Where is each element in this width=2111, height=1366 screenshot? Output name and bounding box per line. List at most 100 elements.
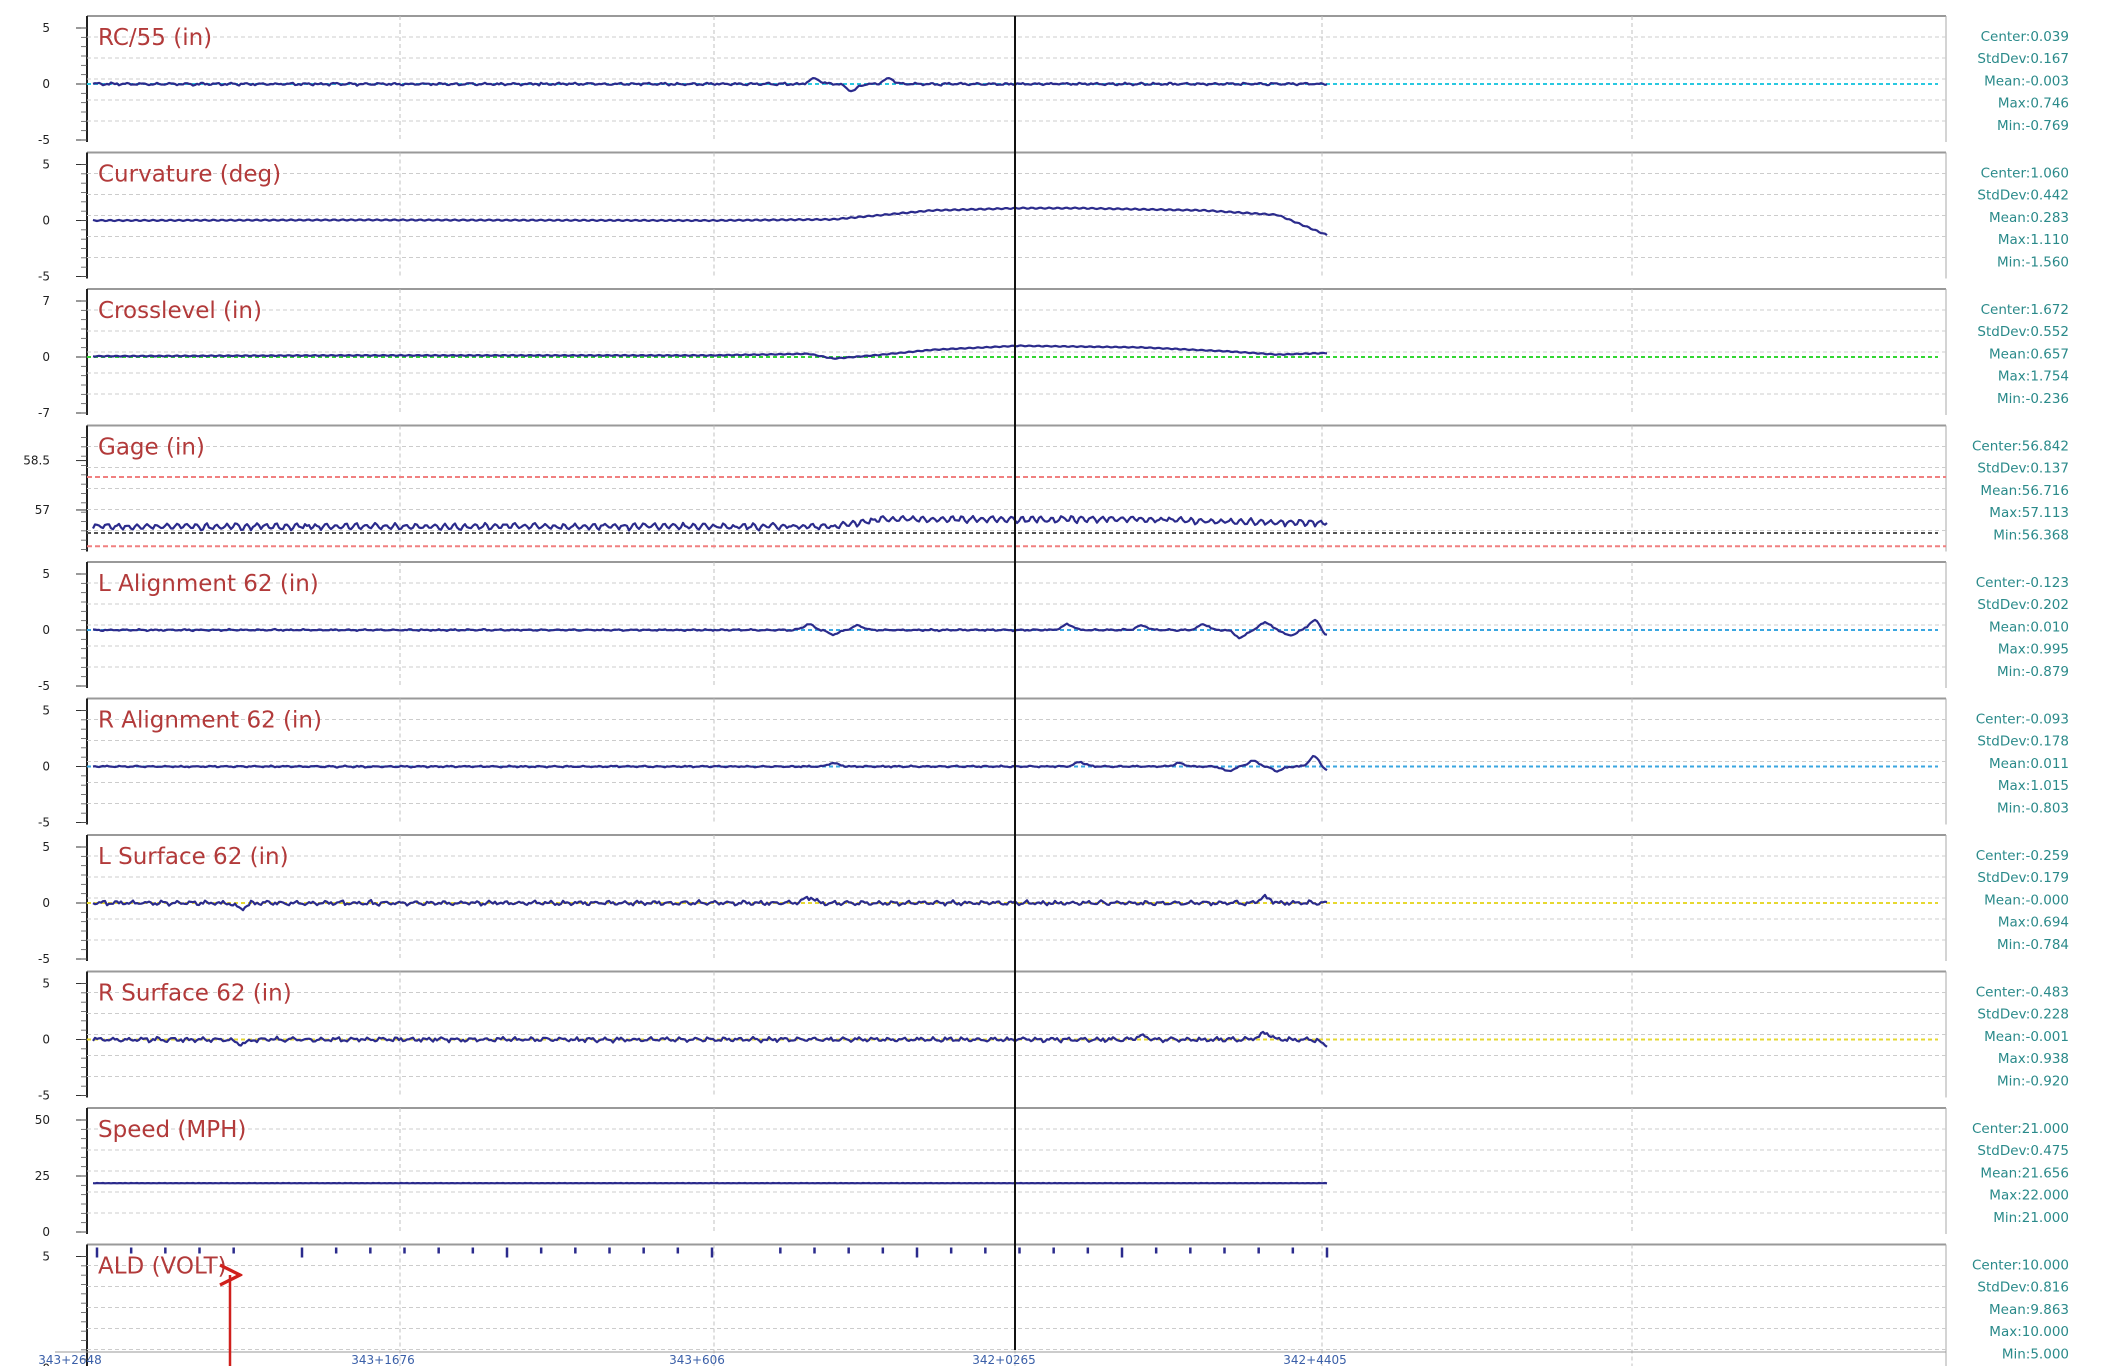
y-tick-label: 58.5 — [23, 454, 50, 468]
panel-5: 5 0 -5 L Alignment 62 (in) Center:-0.123 StdD… — [38, 561, 2069, 693]
signal-trace — [92, 77, 1328, 93]
y-tick-label: 5 — [42, 21, 50, 35]
signal-trace — [92, 344, 1328, 360]
panel-4: 58.5 57 Gage (in) Center:56.842 StdDev:0.137… — [23, 424, 2069, 552]
y-tick-label: 7 — [42, 294, 50, 308]
y-tick-label: 25 — [35, 1169, 50, 1183]
stat-stddev: StdDev:0.228 — [1977, 1007, 2069, 1023]
y-tick-label: 0 — [42, 77, 50, 91]
stat-min: Min:-0.769 — [1997, 118, 2069, 134]
panel-1: 5 0 -5 RC/55 (in) Center:0.039 StdDev:0.167 Me… — [38, 15, 2069, 147]
panel-3: 7 0 -7 Crosslevel (in) Center:1.672 StdDev:0.… — [38, 288, 2069, 420]
panel-title: RC/55 (in) — [98, 25, 212, 51]
y-tick-label: 0 — [42, 350, 50, 364]
stat-max: Max:0.938 — [1998, 1051, 2069, 1067]
stat-min: Min:-0.879 — [1997, 664, 2069, 680]
stat-stddev: StdDev:0.475 — [1977, 1143, 2069, 1159]
signal-trace — [92, 754, 1328, 773]
x-tick-label: 342+4405 — [1283, 1353, 1347, 1366]
stat-stddev: StdDev:0.552 — [1977, 324, 2069, 340]
panel-6: 5 0 -5 R Alignment 62 (in) Center:-0.093 StdD… — [38, 697, 2069, 830]
stat-center: Center:10.000 — [1972, 1258, 2069, 1274]
panel-title: R Surface 62 (in) — [98, 981, 292, 1007]
stat-mean: Mean:9.863 — [1989, 1302, 2069, 1318]
signal-trace — [92, 893, 1328, 912]
stat-min: Min:21.000 — [1993, 1210, 2069, 1226]
signal-trace — [92, 618, 1328, 640]
y-tick-label: 5 — [42, 1250, 50, 1264]
overlay: 343+2648 343+1676 343+606 342+0265 342+4405 — [38, 16, 1946, 1366]
stat-min: Min:-0.236 — [1997, 391, 2069, 407]
stat-stddev: StdDev:0.137 — [1977, 461, 2069, 477]
panels: 50-5RC/55 (in) Center:0.039StdDev:0.167Me… — [23, 15, 2069, 1366]
panel-10: 5 0 ALD (VOLT) Center:10.000 StdDev:0.816 Mea… — [42, 1243, 2069, 1366]
stat-max: Max:1.110 — [1998, 232, 2069, 248]
y-tick-label: 5 — [42, 840, 50, 854]
stat-center: Center:-0.123 — [1976, 575, 2069, 591]
stat-max: Max:22.000 — [1989, 1188, 2069, 1204]
stat-stddev: StdDev:0.816 — [1977, 1280, 2069, 1296]
x-tick-label: 343+2648 — [38, 1353, 102, 1366]
stat-center: Center:56.842 — [1972, 439, 2069, 455]
stat-mean: Mean:0.283 — [1989, 210, 2069, 226]
panel-9: 50 25 0 Speed (MPH) Center:21.000 StdDev:0.47… — [35, 1107, 2069, 1239]
stat-mean: Mean:-0.000 — [1984, 892, 2069, 908]
x-tick-label: 342+0265 — [972, 1353, 1036, 1366]
stat-stddev: StdDev:0.202 — [1977, 597, 2069, 613]
stat-center: Center:0.039 — [1981, 29, 2069, 45]
panel-title: Crosslevel (in) — [98, 298, 262, 324]
stat-min: Min:-0.784 — [1997, 937, 2069, 953]
y-tick-label: -7 — [38, 406, 50, 420]
y-tick-label: -5 — [38, 1089, 50, 1103]
stat-max: Max:0.694 — [1998, 915, 2069, 931]
y-tick-label: 50 — [35, 1113, 50, 1127]
panel-title: R Alignment 62 (in) — [98, 708, 322, 734]
stat-stddev: StdDev:0.167 — [1977, 51, 2069, 67]
y-tick-label: 0 — [42, 1033, 50, 1047]
panel-8: 5 0 -5 R Surface 62 (in) Center:-0.483 StdDev… — [38, 970, 2069, 1103]
stat-max: Max:1.015 — [1998, 778, 2069, 794]
y-tick-label: 5 — [42, 158, 50, 172]
stat-mean: Mean:-0.001 — [1984, 1029, 2069, 1045]
stat-center: Center:1.672 — [1981, 302, 2069, 318]
y-tick-label: -5 — [38, 679, 50, 693]
panel-7: 5 0 -5 L Surface 62 (in) Center:-0.259 StdDev… — [38, 834, 2069, 966]
y-tick-label: 5 — [42, 977, 50, 991]
stat-mean: Mean:21.656 — [1980, 1165, 2069, 1181]
y-tick-label: -5 — [38, 816, 50, 830]
y-tick-label: 5 — [42, 704, 50, 718]
y-tick-label: 0 — [42, 1225, 50, 1239]
stat-min: Min:-0.920 — [1997, 1073, 2069, 1089]
signal-trace — [92, 515, 1328, 532]
stat-mean: Mean:56.716 — [1980, 483, 2069, 499]
y-tick-label: 0 — [42, 760, 50, 774]
panel-title: Curvature (deg) — [98, 162, 281, 188]
y-tick-label: -5 — [38, 133, 50, 147]
panel-title: Speed (MPH) — [98, 1117, 246, 1143]
signal-trace — [92, 1030, 1328, 1048]
stat-mean: Mean:-0.003 — [1984, 73, 2069, 89]
panel-2: 5 0 -5 Curvature (deg) Center:1.060 StdDev:0.… — [38, 151, 2069, 284]
panel-title: Gage (in) — [98, 435, 205, 461]
stat-mean: Mean:0.657 — [1989, 346, 2069, 362]
stat-max: Max:10.000 — [1989, 1324, 2069, 1340]
y-tick-label: 0 — [42, 623, 50, 637]
stat-min: Min:56.368 — [1993, 527, 2069, 543]
stat-stddev: StdDev:0.178 — [1977, 734, 2069, 750]
panel-title: L Alignment 62 (in) — [98, 571, 319, 597]
signal-trace — [92, 206, 1328, 237]
stat-max: Max:0.746 — [1998, 96, 2069, 112]
stat-min: Min:5.000 — [2002, 1346, 2069, 1362]
y-tick-label: 0 — [42, 1362, 50, 1366]
x-tick-label: 343+606 — [669, 1353, 725, 1366]
stat-stddev: StdDev:0.442 — [1977, 188, 2069, 204]
stat-min: Min:-0.803 — [1997, 800, 2069, 816]
stat-center: Center:-0.093 — [1976, 712, 2069, 728]
stat-center: Center:21.000 — [1972, 1121, 2069, 1137]
panel-title: ALD (VOLT) — [98, 1254, 227, 1280]
y-tick-label: 57 — [35, 503, 50, 517]
stat-center: Center:-0.483 — [1976, 985, 2069, 1001]
stat-max: Max:0.995 — [1998, 642, 2069, 658]
stat-center: Center:1.060 — [1981, 166, 2069, 182]
